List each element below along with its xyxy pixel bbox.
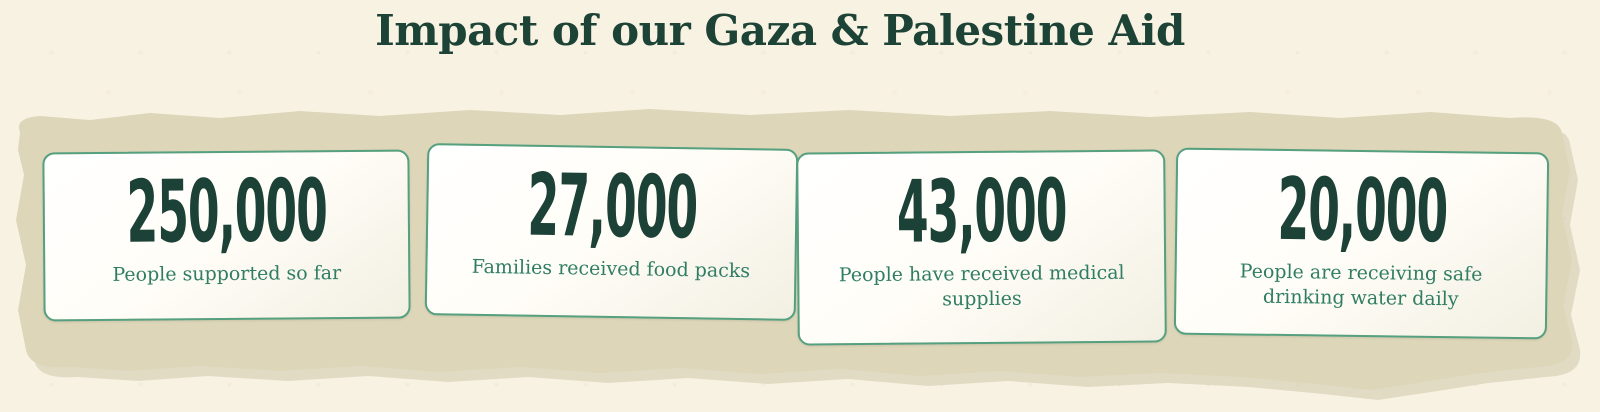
- stat-card-drinking-water: 20,000 People are receiving safe drinkin…: [1173, 147, 1550, 340]
- stat-value: 27,000: [526, 155, 698, 259]
- stat-label: Families received food packs: [471, 255, 751, 282]
- stat-value: 250,000: [125, 161, 327, 263]
- stat-value: 20,000: [1276, 159, 1448, 263]
- stat-label: People have received medical supplies: [838, 261, 1125, 310]
- stat-value: 43,000: [895, 161, 1067, 263]
- page-title: Impact of our Gaza & Palestine Aid: [375, 6, 1185, 55]
- stat-label: People supported so far: [112, 261, 342, 286]
- stat-label: People are receiving safe drinking water…: [1239, 259, 1483, 310]
- stat-card-medical-supplies: 43,000 People have received medical supp…: [796, 149, 1167, 346]
- stat-card-food-packs: 27,000 Families received food packs: [424, 143, 799, 321]
- stat-card-people-supported: 250,000 People supported so far: [42, 149, 411, 322]
